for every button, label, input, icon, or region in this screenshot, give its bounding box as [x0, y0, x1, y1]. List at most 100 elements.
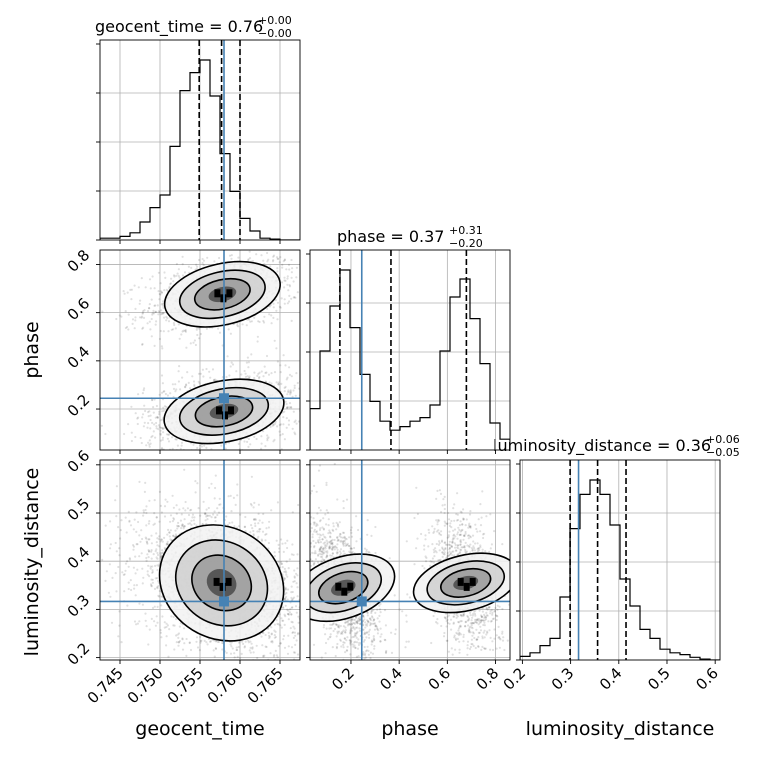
sample-point: [145, 540, 148, 543]
sample-point: [301, 369, 303, 371]
sample-point: [171, 520, 174, 523]
sample-point: [262, 259, 265, 262]
sample-point: [161, 418, 164, 421]
sample-point: [276, 301, 280, 304]
sample-point: [289, 390, 292, 393]
sample-point: [262, 430, 265, 433]
sample-point: [152, 411, 155, 414]
sample-point: [228, 254, 232, 257]
sample-point: [153, 511, 156, 515]
sample-point: [154, 310, 157, 313]
sample-point: [171, 383, 174, 386]
sample-point: [294, 433, 297, 436]
sample-point: [142, 514, 145, 517]
sample-point: [162, 390, 165, 393]
sample-point: [187, 513, 191, 517]
sample-point: [283, 302, 286, 305]
sample-point: [237, 325, 240, 328]
sample-point: [155, 453, 157, 455]
sample-point: [294, 643, 297, 647]
sample-point: [134, 555, 137, 558]
sample-point: [285, 571, 288, 574]
sample-point: [158, 337, 161, 341]
sample-point: [302, 577, 304, 579]
sample-point: [288, 284, 291, 287]
title-phase-minus: −0.20: [449, 237, 483, 250]
sample-point: [274, 298, 277, 302]
sample-point: [173, 275, 176, 278]
sample-point: [156, 577, 159, 580]
sample-point: [233, 652, 236, 655]
sample-point: [293, 431, 296, 434]
sample-point: [268, 313, 271, 316]
sample-point: [151, 578, 154, 581]
sample-point: [161, 549, 164, 552]
sample-point: [160, 446, 164, 450]
sample-point: [297, 621, 300, 624]
sample-point: [206, 256, 209, 259]
sample-point: [287, 618, 290, 621]
sample-point: [148, 550, 151, 553]
sample-point: [153, 620, 156, 623]
sample-point: [230, 257, 233, 260]
sample-point: [199, 372, 202, 375]
sample-point: [243, 369, 246, 373]
sample-point: [109, 543, 112, 546]
sample-point: [280, 297, 283, 300]
sample-point: [140, 441, 143, 445]
sample-point: [161, 615, 164, 618]
sample-point: [212, 513, 215, 516]
sample-point: [170, 277, 173, 280]
sample-point: [230, 254, 233, 257]
sample-point: [184, 668, 186, 670]
sample-point: [156, 415, 159, 419]
sample-point: [154, 304, 157, 307]
sample-point: [169, 514, 173, 517]
sample-point: [300, 411, 302, 413]
sample-point: [129, 524, 133, 527]
sample-point: [118, 624, 121, 627]
title-phase: phase = 0.37: [337, 227, 444, 246]
sample-point: [152, 553, 155, 556]
density-peak-cell: [222, 411, 228, 420]
sample-point: [136, 417, 139, 420]
sample-point: [283, 597, 286, 601]
sample-point: [311, 383, 313, 385]
sample-point: [292, 280, 295, 283]
sample-point: [156, 551, 159, 555]
sample-point: [237, 442, 240, 445]
sample-point: [306, 623, 308, 625]
sample-point: [185, 346, 188, 349]
sample-point: [193, 383, 196, 386]
sample-point: [146, 426, 149, 429]
sample-point: [184, 500, 187, 504]
sample-point: [333, 383, 335, 385]
sample-point: [165, 315, 168, 318]
sample-point: [201, 523, 204, 526]
sample-point: [251, 260, 255, 263]
sample-point: [282, 550, 285, 554]
sample-point: [249, 443, 252, 446]
sample-point: [268, 520, 271, 523]
sample-point: [276, 270, 279, 273]
sample-point: [230, 641, 233, 644]
sample-point: [184, 330, 187, 333]
sample-point: [236, 655, 239, 659]
sample-point: [118, 314, 121, 317]
sample-point: [163, 271, 166, 274]
sample-point: [307, 272, 309, 274]
sample-point: [281, 266, 284, 269]
sample-point: [284, 615, 287, 618]
sample-point: [212, 671, 214, 673]
sample-point: [167, 528, 170, 532]
sample-point: [142, 509, 145, 512]
sample-point: [212, 668, 214, 670]
sample-point: [301, 383, 303, 385]
sample-point: [281, 606, 284, 609]
sample-point: [288, 391, 291, 394]
sample-point: [287, 419, 291, 422]
sample-point: [176, 633, 179, 636]
sample-point: [208, 486, 211, 489]
sample-point: [209, 376, 212, 379]
sample-point: [282, 416, 285, 419]
